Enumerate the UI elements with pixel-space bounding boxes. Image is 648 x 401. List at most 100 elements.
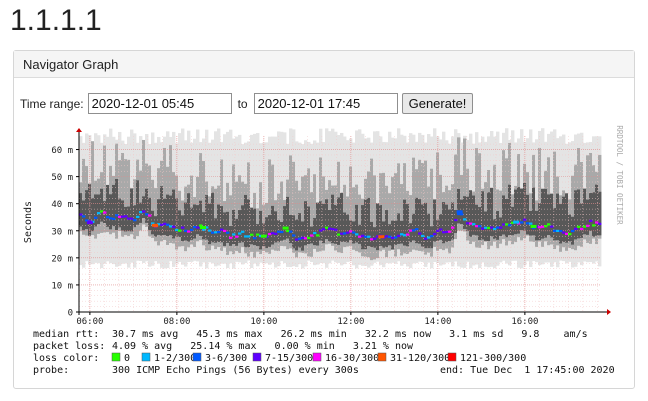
probe-label: probe: <box>33 365 69 376</box>
smoke-dark <box>514 189 518 235</box>
smoke-mid <box>289 155 293 249</box>
smoke-mid <box>280 181 284 246</box>
loss-marker <box>152 223 159 227</box>
smoke-dark <box>565 193 569 243</box>
smoke-dark <box>370 221 374 248</box>
x-tick-label: 08:00 <box>163 317 190 327</box>
packet-loss-values: 4.09 % avg 25.14 % max 0.00 % min 3.21 %… <box>112 341 414 352</box>
smoke-dark <box>376 203 380 251</box>
smoke-mid <box>388 193 392 251</box>
smoke-dark <box>91 198 95 232</box>
median-segment <box>418 232 422 235</box>
axis-layer: 0 10 m 20 m 30 m 40 m 50 m 60 m 06:00 08:00 10:00… <box>51 128 611 327</box>
median-segment <box>364 235 368 238</box>
smoke-mid <box>370 158 374 261</box>
median-segment <box>331 228 335 231</box>
smoke-dark <box>196 205 200 235</box>
smoke-dark <box>253 208 257 246</box>
smoke-light <box>376 131 380 262</box>
smoke-light <box>181 128 185 265</box>
loss-color-swatch <box>447 352 457 362</box>
smoke-dark <box>172 189 176 239</box>
smoke-dark <box>553 208 557 241</box>
smoke-dark <box>190 207 194 240</box>
median-segment <box>181 226 185 229</box>
loss-color-swatch <box>192 352 202 362</box>
x-axis-arrow <box>607 309 611 315</box>
smoke-dark <box>358 224 362 244</box>
median-segment <box>310 234 314 237</box>
loss-color-swatch <box>111 352 121 362</box>
median-segment <box>82 215 86 218</box>
median-segment <box>109 217 113 220</box>
median-segment <box>529 222 533 225</box>
time-range-label: Time range: <box>20 96 84 111</box>
smoke-mid <box>121 153 125 237</box>
median-segment <box>256 233 260 236</box>
median-segment <box>415 228 419 231</box>
smoke-dark <box>475 204 479 236</box>
smoke-dark <box>166 194 170 237</box>
smoke-dark <box>505 198 509 238</box>
smoke-dark <box>532 187 536 236</box>
smoke-dark <box>520 188 524 231</box>
loss-marker <box>86 221 93 225</box>
loss-marker <box>260 234 267 238</box>
smoke-dark <box>589 193 593 231</box>
smoke-dark <box>130 188 134 232</box>
loss-color-label: 1-2/300 <box>154 353 196 364</box>
end-time-input[interactable] <box>253 93 398 114</box>
median-segment <box>481 227 485 230</box>
median-rtt-values: 30.7 ms avg 45.3 ms max 26.2 ms min 32.2… <box>112 329 588 340</box>
smoke-dark <box>142 196 146 218</box>
smoke-dark <box>241 205 245 243</box>
median-segment <box>535 225 539 228</box>
median-segment <box>565 232 569 235</box>
smoke-dark <box>400 220 404 244</box>
median-segment <box>151 222 155 225</box>
median-segment <box>319 229 323 232</box>
median-segment <box>136 215 140 219</box>
start-time-input[interactable] <box>87 93 232 114</box>
loss-marker <box>456 210 463 214</box>
median-segment <box>115 214 119 217</box>
median-segment <box>169 225 173 228</box>
smoke-light <box>223 134 227 264</box>
smoke-dark <box>292 215 296 249</box>
median-segment <box>388 235 392 238</box>
smoke-dark <box>508 184 512 236</box>
median-segment <box>397 234 401 237</box>
median-segment <box>349 230 353 233</box>
smoke-dark <box>115 178 119 231</box>
median-segment <box>163 222 167 225</box>
loss-color-legend: 0 1-2/300 3-6/300 7-15/300 16-30/300 31-120/3… <box>111 352 526 364</box>
median-segment <box>463 218 467 221</box>
median-segment <box>226 231 230 234</box>
median-segment <box>307 236 311 240</box>
median-segment <box>427 236 431 239</box>
median-segment <box>394 236 398 239</box>
median-segment <box>277 230 281 233</box>
median-segment <box>370 238 374 241</box>
smoke-dark <box>202 212 206 240</box>
end-time: end: Tue Dec 1 17:45:00 2020 <box>440 365 615 376</box>
panel-title: Navigator Graph <box>14 51 634 78</box>
smoke-dark <box>568 214 572 242</box>
median-segment <box>145 213 149 216</box>
smoke-light <box>433 128 437 262</box>
smoke-light <box>256 133 260 267</box>
median-segment <box>301 236 305 239</box>
median-segment <box>247 235 251 238</box>
smoke-dark <box>484 211 488 241</box>
y-tick-label: 40 m <box>51 200 73 210</box>
median-segment <box>250 233 254 236</box>
generate-button[interactable]: Generate! <box>401 93 474 114</box>
time-range-form: Time range: to Generate! <box>20 93 474 114</box>
median-segment <box>499 226 503 229</box>
median-segment <box>451 226 455 229</box>
median-segment <box>241 230 245 233</box>
smoke-dark <box>157 199 161 235</box>
median-segment <box>232 233 236 236</box>
smoke-dark <box>94 194 98 227</box>
median-segment <box>361 234 365 237</box>
